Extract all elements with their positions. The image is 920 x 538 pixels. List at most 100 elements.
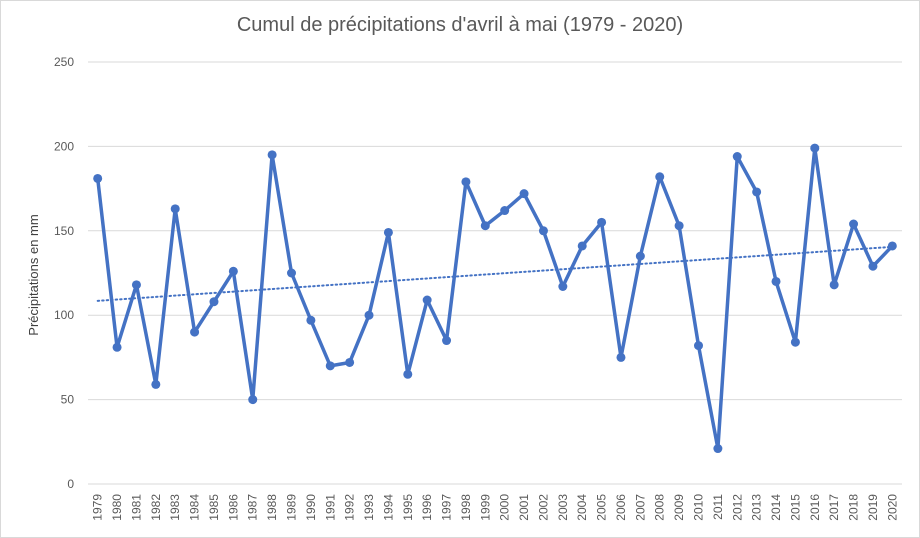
x-tick-label: 1981 (129, 494, 143, 521)
y-tick-label: 200 (54, 139, 74, 153)
x-tick-label: 2000 (498, 494, 512, 521)
x-tick-label: 2012 (730, 494, 744, 521)
x-tick-label: 1990 (304, 494, 318, 521)
data-point (248, 395, 258, 405)
x-tick-label: 2002 (536, 494, 550, 521)
data-point (500, 206, 510, 216)
data-point (597, 217, 607, 227)
x-tick-label: 2006 (614, 494, 628, 521)
data-point (868, 261, 878, 271)
data-point (151, 379, 161, 389)
y-tick-label: 0 (67, 477, 74, 491)
x-axis-ticks: 1979 1980 1981 1982 1983 1984 1985 1986 1987 1988… (91, 494, 900, 521)
data-point (267, 150, 277, 160)
data-point (112, 342, 122, 352)
data-point (442, 336, 452, 346)
data-point (190, 327, 200, 337)
data-point (480, 221, 490, 231)
series-line (95, 146, 894, 451)
data-point (209, 297, 219, 307)
x-tick-label: 1997 (440, 494, 454, 521)
data-point (752, 187, 762, 197)
data-point (771, 276, 781, 286)
data-point (829, 280, 839, 290)
data-point (131, 280, 141, 290)
x-tick-label: 1993 (362, 494, 376, 521)
x-tick-label: 2013 (750, 494, 764, 521)
data-point (810, 143, 820, 153)
x-tick-label: 2007 (633, 494, 647, 521)
data-point (383, 227, 393, 237)
x-tick-label: 1994 (381, 494, 395, 521)
data-point (655, 172, 665, 182)
x-tick-label: 1984 (188, 494, 202, 521)
x-tick-label: 1982 (149, 494, 163, 521)
x-tick-label: 1980 (110, 494, 124, 521)
y-axis-label: Précipitations en mm (26, 214, 41, 335)
trendline (96, 245, 894, 302)
y-tick-label: 100 (54, 308, 74, 322)
data-point (325, 361, 335, 371)
data-point (538, 226, 548, 236)
data-point (228, 266, 238, 276)
x-tick-label: 1983 (168, 494, 182, 521)
series-precipitations (93, 143, 897, 454)
trendline-path (96, 245, 894, 302)
y-tick-label: 250 (54, 55, 74, 69)
data-point (306, 315, 316, 325)
data-point (364, 310, 374, 320)
data-point (345, 357, 355, 367)
data-point (519, 189, 529, 199)
x-tick-label: 1996 (420, 494, 434, 521)
x-tick-label: 1979 (91, 494, 105, 521)
data-point (635, 251, 645, 261)
x-tick-label: 2001 (517, 494, 531, 521)
data-point (713, 444, 723, 454)
x-tick-label: 2014 (769, 494, 783, 521)
x-tick-label: 1986 (226, 494, 240, 521)
data-point (170, 204, 180, 214)
y-tick-label: 50 (61, 393, 75, 407)
x-tick-label: 2011 (711, 494, 725, 520)
x-tick-label: 1989 (285, 494, 299, 521)
x-tick-label: 2004 (575, 494, 589, 521)
data-point (887, 241, 897, 251)
data-point (403, 369, 413, 379)
data-point (577, 241, 587, 251)
x-tick-label: 1992 (343, 494, 357, 521)
y-tick-label: 150 (54, 224, 74, 238)
x-tick-label: 2015 (788, 494, 802, 521)
x-tick-label: 1998 (459, 494, 473, 521)
x-tick-label: 1995 (401, 494, 415, 521)
data-point (732, 152, 742, 162)
x-tick-label: 2009 (672, 494, 686, 521)
x-tick-label: 2019 (866, 494, 880, 521)
x-tick-label: 1985 (207, 494, 221, 521)
x-tick-label: 2008 (653, 494, 667, 521)
y-axis-ticks: 0 50 100 150 200 250 (54, 55, 74, 491)
x-tick-label: 1987 (246, 494, 260, 521)
data-point (849, 219, 859, 229)
x-tick-label: 1991 (323, 494, 337, 521)
data-point (287, 268, 296, 278)
x-tick-label: 2017 (827, 494, 841, 521)
x-tick-label: 1988 (265, 494, 279, 521)
x-tick-label: 2010 (692, 494, 706, 521)
data-point (674, 221, 684, 231)
data-point (461, 177, 471, 187)
gridlines (88, 61, 902, 485)
data-point (616, 352, 626, 362)
chart-title: Cumul de précipitations d'avril à mai (1… (236, 14, 684, 36)
data-point (790, 337, 800, 347)
x-tick-label: 2005 (595, 494, 609, 521)
data-point (694, 341, 703, 351)
x-tick-label: 1999 (478, 494, 492, 521)
data-point (422, 295, 432, 305)
x-tick-label: 2003 (556, 494, 570, 521)
x-tick-label: 2020 (885, 494, 899, 521)
x-tick-label: 2016 (808, 494, 822, 521)
data-point (558, 282, 568, 292)
data-point (93, 173, 103, 183)
